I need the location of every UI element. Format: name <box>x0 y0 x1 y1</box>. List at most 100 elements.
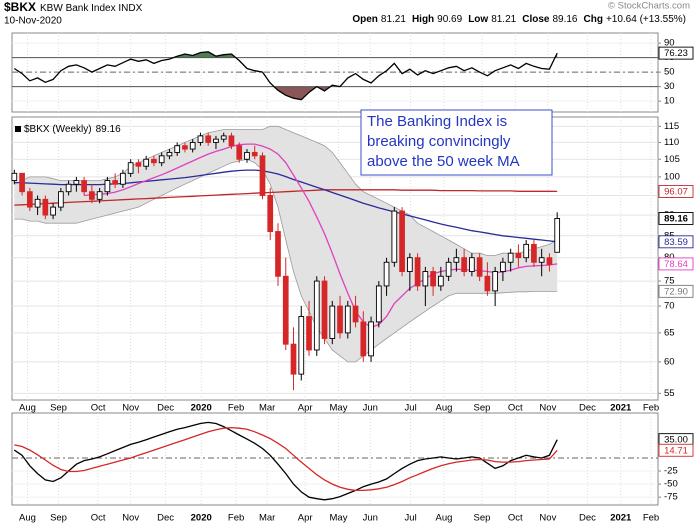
candle-body <box>313 280 320 351</box>
value-tag <box>658 257 694 271</box>
x-tick-label: Apr <box>298 513 313 524</box>
annotation-box <box>360 109 553 176</box>
quote-value: 81.21 <box>491 14 516 25</box>
value-tag-label: 14.71 <box>664 445 688 456</box>
quote-label: Low <box>468 14 488 25</box>
candle-body <box>422 271 429 287</box>
candle-body <box>127 162 134 174</box>
candle-body <box>500 261 506 272</box>
oversold-fill <box>274 86 331 100</box>
candle-body <box>399 210 405 272</box>
candle-body <box>538 257 545 263</box>
candle-body <box>259 155 266 196</box>
x-tick-label: Dec <box>579 403 596 414</box>
candle-body <box>251 151 258 157</box>
value-tag <box>658 284 694 298</box>
candle-body <box>298 316 305 375</box>
quote-value: 90.69 <box>437 14 462 25</box>
candle-body <box>329 305 336 339</box>
candle-body <box>120 172 126 185</box>
candle-body <box>182 145 188 150</box>
candle-body <box>151 158 157 164</box>
candle-body <box>267 195 274 232</box>
y-tick-label: 50 <box>664 67 675 78</box>
candle-body <box>484 275 491 292</box>
candle-body <box>205 135 212 143</box>
date: 10-Nov-2020 <box>4 16 62 27</box>
series-line <box>14 426 558 492</box>
candle-body <box>104 180 111 193</box>
value-tag-label: 96.07 <box>664 186 688 197</box>
x-tick-label: Oct <box>508 403 523 414</box>
candle-body <box>96 191 103 200</box>
x-tick-label: 2020 <box>191 513 212 524</box>
y-tick-label: 100 <box>664 171 680 182</box>
legend-swatch <box>15 126 21 132</box>
y-tick-label: 75 <box>664 276 675 287</box>
value-tag <box>658 46 694 60</box>
y-tick-label: 10 <box>664 96 675 107</box>
y-tick-label: 55 <box>664 388 675 399</box>
candle-body <box>143 158 150 167</box>
candle-body <box>228 135 235 147</box>
candle-body <box>236 145 243 160</box>
x-tick-label: Nov <box>122 403 139 414</box>
quote-label: Close <box>522 14 550 25</box>
x-tick-label: Feb <box>643 403 659 414</box>
candle-body <box>275 231 281 277</box>
band-upper <box>14 125 558 256</box>
series-line <box>13 421 558 501</box>
value-tag-label: 78.64 <box>664 259 688 270</box>
legend-name: $BKX (Weekly) <box>24 124 92 135</box>
y-tick-label: 105 <box>664 154 680 165</box>
x-tick-label: Jul <box>405 403 417 414</box>
candle-body <box>492 271 498 292</box>
x-tick-label: Dec <box>579 513 596 524</box>
x-tick-label: Jul <box>405 513 417 524</box>
x-tick-label: Aug <box>19 513 36 524</box>
candle-body <box>290 343 297 375</box>
y-tick-label: -50 <box>664 479 678 490</box>
candle-body <box>375 285 382 323</box>
candle-body <box>42 198 49 216</box>
x-tick-label: Aug <box>19 403 36 414</box>
candle-body <box>368 321 374 357</box>
candle-body <box>158 155 165 164</box>
candle-body <box>469 257 475 272</box>
x-tick-label: Sep <box>474 513 491 524</box>
y-tick-label: 115 <box>664 121 679 132</box>
x-tick-label: Apr <box>298 403 313 414</box>
candle-body <box>189 141 196 150</box>
x-tick-label: Dec <box>157 403 174 414</box>
candle-body <box>81 180 87 193</box>
y-tick-label: 110 <box>664 137 679 148</box>
x-tick-label: May <box>330 403 348 414</box>
annotation-text: above the 50 week MA <box>367 153 520 170</box>
x-tick-label: Mar <box>259 403 275 414</box>
x-tick-label: Jun <box>363 403 378 414</box>
x-tick-label: Feb <box>643 513 659 524</box>
header-line: $BKX KBW Bank Index INDX <box>4 0 143 14</box>
candle-body <box>391 210 398 263</box>
legend: $BKX (Weekly) 89.16 <box>24 124 121 135</box>
candle-body <box>337 305 343 334</box>
candle-body <box>531 243 537 263</box>
x-tick-label: Jun <box>363 513 378 524</box>
x-tick-label: Oct <box>91 403 106 414</box>
panel <box>11 412 659 506</box>
x-tick-label: Oct <box>508 513 523 524</box>
y-tick-label: 30 <box>664 81 675 92</box>
x-tick-label: Nov <box>539 403 556 414</box>
candle-body <box>554 218 561 253</box>
y-tick-label: 60 <box>664 356 675 367</box>
x-tick-label: Sep <box>474 403 491 414</box>
candle-body <box>507 252 514 263</box>
candle-body <box>89 191 95 200</box>
candle-body <box>34 198 41 208</box>
legend-value: 89.16 <box>96 124 121 135</box>
quote-value: +10.64 (+13.55%) <box>606 14 686 25</box>
annotation-text: breaking convincingly <box>367 133 511 150</box>
quote-line: Open 81.21 High 90.69 Low 81.21 Close 89.16 Chg +… <box>352 14 686 25</box>
candle-body <box>445 261 452 277</box>
x-tick-label: Aug <box>436 513 453 524</box>
